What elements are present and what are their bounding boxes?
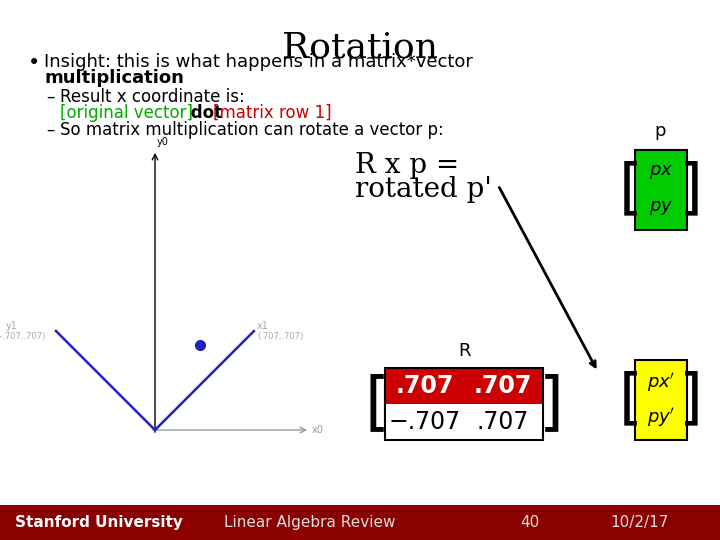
Text: Linear Algebra Review: Linear Algebra Review: [224, 515, 396, 530]
Bar: [635, 360, 687, 440]
Text: –: –: [46, 121, 55, 139]
Text: (.707,.707): (.707,.707): [257, 332, 303, 341]
Text: rotated p': rotated p': [355, 176, 492, 203]
Text: Stanford University: Stanford University: [15, 515, 183, 530]
Bar: [0, 505, 720, 540]
Bar: [635, 150, 687, 230]
Text: ]: ]: [679, 370, 703, 429]
Text: p: p: [654, 122, 666, 140]
Text: ]: ]: [679, 160, 703, 219]
Text: Insight: this is what happens in a matrix*vector: Insight: this is what happens in a matri…: [44, 53, 473, 71]
Bar: [385, 404, 543, 440]
Text: $py'$: $py'$: [647, 406, 675, 429]
Text: R: R: [458, 342, 470, 360]
Text: [original vector]: [original vector]: [60, 104, 193, 122]
Text: So matrix multiplication can rotate a vector p:: So matrix multiplication can rotate a ve…: [60, 121, 444, 139]
Text: multiplication: multiplication: [44, 69, 184, 87]
Text: R x p =: R x p =: [355, 152, 459, 179]
Text: .707: .707: [474, 374, 532, 398]
Text: $px'$: $px'$: [647, 371, 675, 394]
Text: .707: .707: [477, 410, 529, 434]
Text: .707: .707: [396, 374, 454, 398]
Text: –: –: [46, 88, 55, 106]
Text: x0: x0: [312, 425, 324, 435]
Text: (-.707,.707): (-.707,.707): [0, 332, 45, 341]
Text: y1: y1: [6, 321, 18, 331]
Text: y0: y0: [157, 137, 169, 147]
Text: 10/2/17: 10/2/17: [611, 515, 669, 530]
Text: [: [: [619, 160, 643, 219]
Text: [: [: [364, 373, 390, 435]
Text: •: •: [28, 53, 40, 73]
Text: Result x coordinate is:: Result x coordinate is:: [60, 88, 245, 106]
Text: x1: x1: [257, 321, 269, 331]
Text: [: [: [619, 370, 643, 429]
Bar: [385, 368, 543, 404]
Text: $px$: $px$: [649, 164, 673, 181]
Text: −.707: −.707: [389, 410, 461, 434]
Text: ]: ]: [539, 373, 564, 435]
Text: Rotation: Rotation: [282, 30, 438, 64]
Text: dot: dot: [185, 104, 228, 122]
Bar: [385, 368, 543, 440]
Text: 40: 40: [521, 515, 539, 530]
Text: [matrix row 1]: [matrix row 1]: [213, 104, 332, 122]
Text: $py$: $py$: [649, 199, 673, 217]
